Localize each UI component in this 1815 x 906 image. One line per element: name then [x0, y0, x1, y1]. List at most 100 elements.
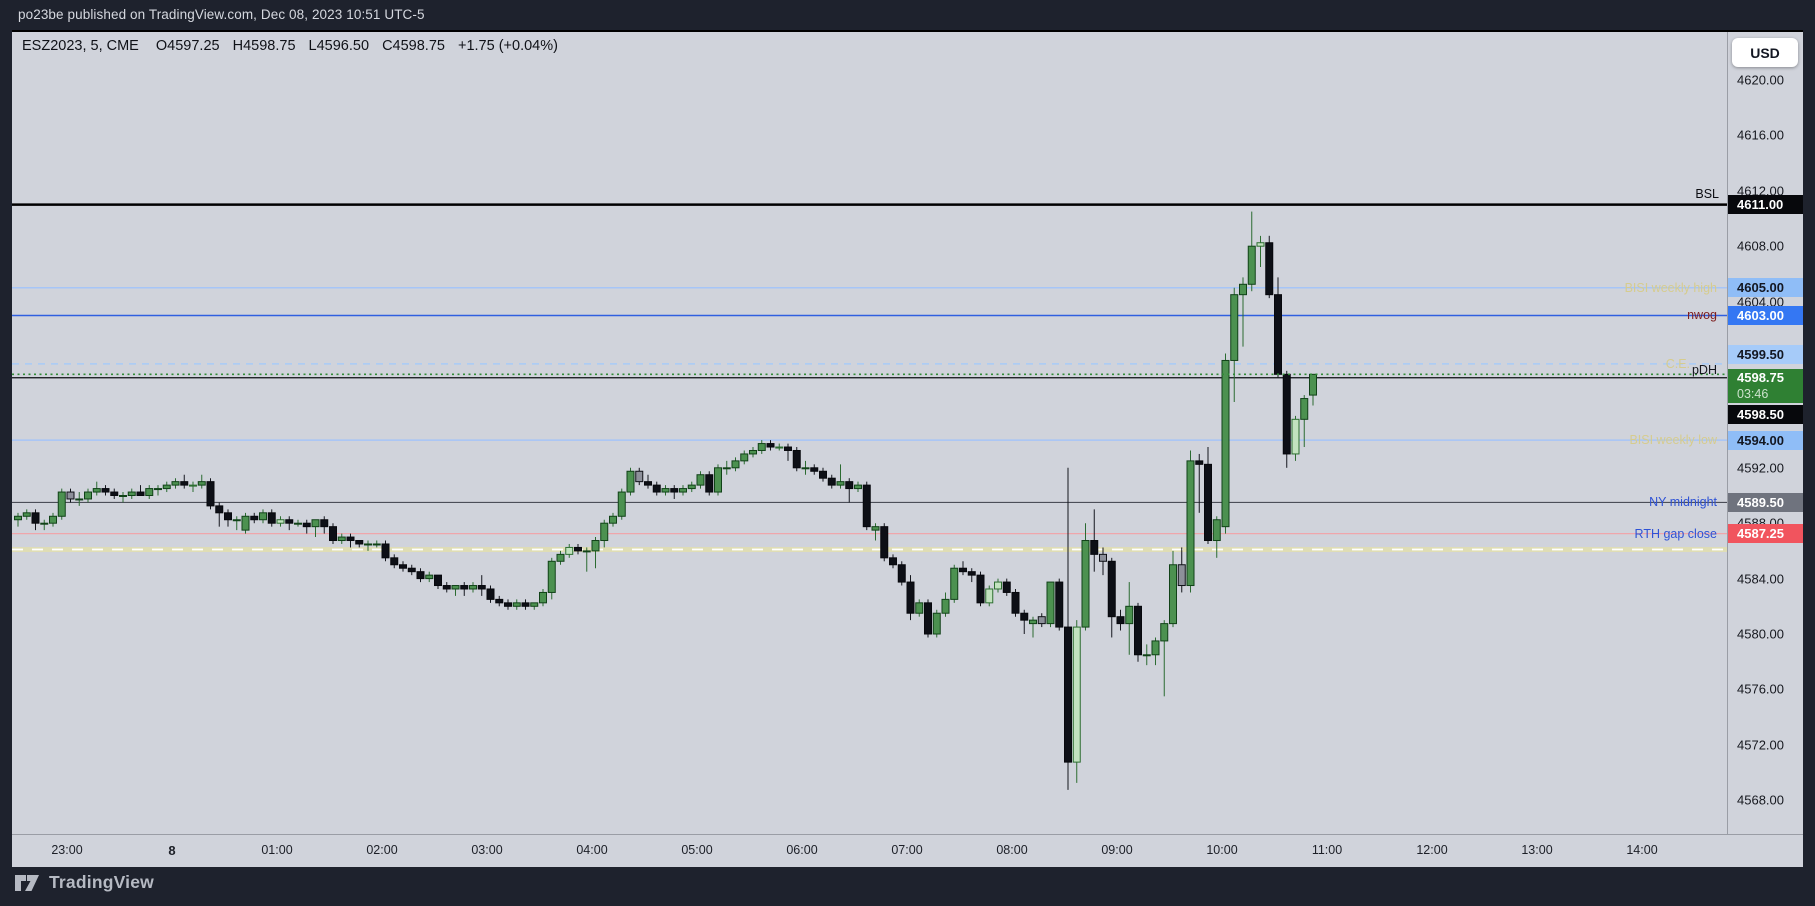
candle-body — [110, 491, 119, 497]
price-chart-pane[interactable]: ESZ2023, 5, CME O4597.25 H4598.75 L4596.… — [12, 32, 1727, 834]
candlestick-canvas[interactable] — [12, 32, 1727, 834]
candle-body — [416, 571, 425, 580]
time-axis[interactable]: 23:00 8 01:00 02:00 03:00 04:00 05:00 06:00 07:0… — [12, 834, 1803, 867]
candle-body — [845, 481, 854, 490]
candle-body — [1055, 581, 1064, 628]
change-value: +1.75 (+0.04%) — [457, 38, 558, 54]
candle-body — [635, 470, 644, 483]
publish-info: po23be published on TradingView.com, Dec… — [18, 7, 425, 22]
candle-body — [1282, 373, 1291, 455]
candle-body — [136, 491, 145, 497]
candle-body — [486, 588, 495, 600]
publish-header: po23be published on TradingView.com, Dec… — [18, 7, 425, 22]
candle-body — [775, 446, 784, 449]
candle-body — [871, 526, 880, 531]
candle-body — [941, 598, 950, 614]
bar-countdown: 03:46 — [1737, 387, 1769, 401]
tradingview-logo-icon[interactable] — [14, 873, 40, 893]
price-badge-bisi-weekly-low: 4594.00 — [1728, 430, 1803, 450]
candle-body — [1037, 616, 1046, 625]
candle-body — [390, 557, 399, 566]
price-tick: 4584.00 — [1737, 571, 1784, 587]
candle-body — [626, 470, 635, 493]
price-tick: 4576.00 — [1737, 681, 1784, 697]
candle-body — [355, 540, 364, 545]
candle-body — [337, 536, 346, 542]
candle-body — [644, 481, 652, 486]
brand-name[interactable]: TradingView — [49, 872, 154, 892]
price-tick: 4608.00 — [1737, 238, 1784, 254]
low-value: L4596.50 — [308, 38, 370, 54]
price-tick: 4568.00 — [1737, 792, 1784, 808]
candle-body — [75, 498, 84, 501]
candle-body — [1239, 283, 1247, 296]
candle-body — [1090, 540, 1099, 555]
candle-body — [381, 543, 390, 559]
currency-button[interactable]: USD — [1732, 38, 1798, 67]
candle-body — [819, 470, 827, 479]
candle-body — [574, 546, 582, 552]
price-badge-bisi-weekly-high: 4605.00 — [1728, 278, 1803, 298]
candle-body — [1081, 540, 1090, 628]
candle-body — [915, 602, 924, 614]
level-label-bsl: BSL — [1695, 186, 1719, 201]
candle-body — [460, 585, 469, 590]
candle-body — [241, 515, 250, 531]
price-badge-nwog: 4603.00 — [1728, 305, 1803, 325]
candle-body — [906, 581, 915, 614]
candle-body — [145, 488, 154, 497]
candle-body — [862, 484, 871, 528]
candle-body — [294, 522, 302, 525]
candle-body — [66, 491, 75, 500]
candle-body — [661, 488, 670, 493]
candle-body — [1300, 398, 1309, 420]
candle-body — [565, 546, 574, 555]
time-tick-0300: 03:00 — [471, 843, 503, 857]
time-tick-1400: 14:00 — [1626, 843, 1658, 857]
candle-body — [127, 491, 136, 497]
candle-body — [215, 505, 224, 514]
candle-body — [547, 560, 556, 593]
candle-body — [582, 550, 591, 553]
time-tick-0100: 01:00 — [261, 843, 293, 857]
candle-body — [810, 467, 819, 472]
candle-body — [792, 449, 801, 469]
candle-body — [600, 522, 609, 542]
candle-body — [1221, 359, 1230, 528]
time-tick-0600: 06:00 — [786, 843, 818, 857]
candle-body — [801, 467, 810, 470]
candle-body — [434, 574, 442, 587]
candle-body — [154, 488, 162, 491]
candle-body — [1177, 564, 1186, 587]
candle-body — [897, 564, 906, 583]
candle-body — [477, 585, 486, 590]
price-badge-rth-gap-close: 4587.25 — [1728, 524, 1803, 544]
time-tick-0200: 02:00 — [366, 843, 398, 857]
level-label-bisi-weekly-high: BISI weekly high — [1624, 280, 1717, 295]
candle-body — [40, 522, 49, 525]
candle-body — [101, 488, 110, 493]
candle-body — [670, 488, 679, 493]
price-tick: 4620.00 — [1737, 72, 1784, 88]
open-value: O4597.25 — [155, 38, 220, 54]
candle-body — [985, 588, 994, 604]
candle-body — [504, 602, 512, 607]
candle-body — [1125, 605, 1134, 625]
candle-body — [92, 488, 101, 493]
level-band-settlement-band — [12, 547, 1727, 553]
price-axis[interactable]: USD 4620.00 4616.00 4612.00 4608.00 4604.00 4… — [1727, 32, 1803, 834]
candle-body — [364, 543, 372, 546]
candle-body — [521, 602, 530, 607]
candle-body — [442, 585, 451, 590]
candle-body — [495, 598, 504, 604]
candle-body — [1151, 640, 1160, 656]
time-tick-0700: 07:00 — [891, 843, 923, 857]
candle-body — [766, 443, 775, 448]
candle-body — [232, 519, 241, 522]
candle-body — [932, 612, 941, 635]
level-label-nwog: nwog — [1687, 308, 1717, 323]
candle-body — [827, 477, 836, 486]
candle-body — [512, 602, 521, 607]
high-value: H4598.75 — [232, 38, 296, 54]
candle-body — [1204, 463, 1212, 542]
